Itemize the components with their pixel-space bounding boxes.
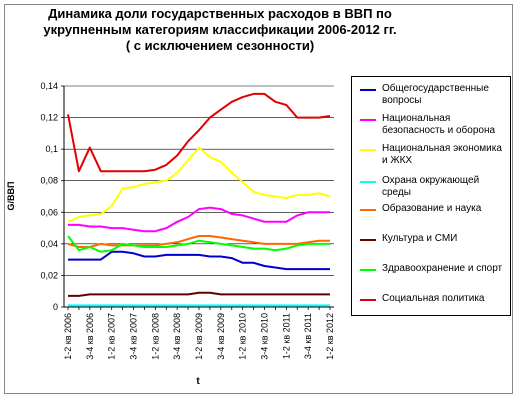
legend-label: Социальная политика (382, 293, 485, 304)
y-tick-label: 0,14 (40, 81, 58, 91)
x-axis-label: t (196, 376, 200, 387)
x-tick-label: 1-2 кв 2010 (238, 313, 248, 360)
legend-swatch (360, 209, 376, 211)
series-line-1 (68, 206, 330, 233)
legend-swatch (360, 181, 376, 183)
series-lines (67, 92, 331, 307)
legend: Общегосударственные вопросы Национальная… (351, 76, 511, 316)
y-tick-label: 0,04 (40, 239, 58, 249)
y-axis-label: G/ВВП (6, 182, 16, 211)
y-axis-ticks: 0 0,02 0,04 0,06 0,08 0,1 0,12 0,14 (40, 81, 64, 312)
y-tick-label: 0,02 (40, 270, 58, 280)
x-tick-label: 1-2 кв 2012 (325, 313, 335, 360)
x-tick-label: 3-4 кв 2011 (303, 313, 313, 359)
legend-swatch (360, 89, 376, 91)
x-axis-ticks: 1-2 кв 2006 3-4 кв 2006 1-2 кв 2007 3-4 кв … (63, 307, 335, 360)
axes (63, 86, 334, 308)
series-line-6 (67, 235, 330, 253)
legend-swatch (360, 149, 376, 151)
y-tick-label: 0,08 (40, 176, 58, 186)
legend-label: Охрана окружающей среды (382, 175, 480, 198)
x-tick-label: 1-2 кв 2008 (150, 313, 160, 360)
chart-title: Динамика доли государственных расходов в… (40, 6, 400, 54)
y-tick-label: 0,06 (40, 207, 58, 217)
series-line-0 (68, 250, 330, 271)
x-tick-label: 3-4 кв 2008 (172, 313, 182, 360)
legend-label: Культура и СМИ (382, 233, 458, 244)
legend-label: Общегосударственные вопросы (382, 83, 489, 106)
x-tick-label: 1-2 кв 2009 (194, 313, 204, 360)
x-tick-label: 3-4 кв 2009 (216, 313, 226, 360)
series-line-5 (68, 291, 330, 297)
x-tick-label: 1-2 кв 2006 (63, 313, 73, 360)
series-line-4 (67, 235, 330, 248)
legend-label: Здравоохранение и спорт (382, 263, 503, 274)
x-tick-label: 3-4 кв 2006 (85, 313, 95, 360)
chart-title-line-2: укрупненным категориям классификации 200… (43, 22, 397, 37)
x-tick-label: 1-2 кв 2007 (107, 313, 117, 360)
x-tick-label: 1-2 кв 2011 (281, 313, 291, 359)
legend-swatch (360, 119, 376, 121)
chart-title-line-3: ( с исключением сезонности) (125, 38, 315, 53)
legend-label: Образование и наука (382, 203, 482, 214)
legend-swatch (360, 299, 376, 301)
y-tick-label: 0,1 (45, 144, 58, 154)
y-tick-label: 0,12 (40, 113, 58, 123)
legend-label: Национальная экономика и ЖКХ (382, 143, 502, 166)
legend-swatch (360, 269, 376, 271)
legend-label: Национальная безопасность и оборона (382, 113, 496, 136)
chart-title-line-1: Динамика доли государственных расходов в… (48, 6, 392, 21)
legend-swatch (360, 239, 376, 241)
x-tick-label: 3-4 кв 2010 (260, 313, 270, 360)
series-line-2 (67, 146, 331, 223)
series-line-7 (67, 92, 331, 173)
y-tick-label: 0 (53, 302, 58, 312)
x-tick-label: 3-4 кв 2007 (129, 313, 139, 360)
